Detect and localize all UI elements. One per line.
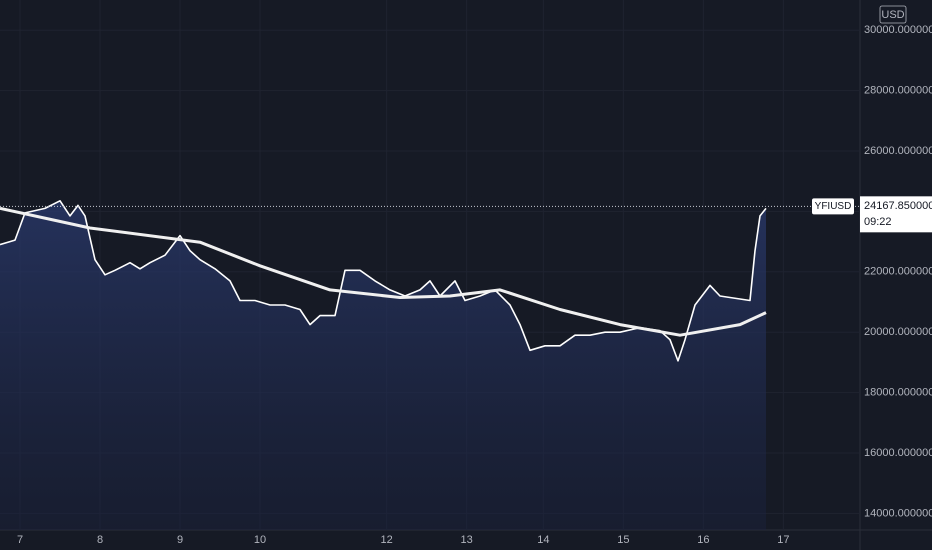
symbol-label: YFIUSD bbox=[815, 201, 852, 212]
currency-box[interactable] bbox=[879, 5, 907, 24]
y-tick-label: 18000.000000 bbox=[864, 386, 932, 398]
y-tick-label: 26000.000000 bbox=[864, 145, 932, 157]
y-tick-label: 22000.000000 bbox=[864, 266, 932, 278]
symbol-tag bbox=[812, 198, 854, 215]
x-tick-label: 7 bbox=[17, 534, 23, 546]
x-tick-label: 17 bbox=[777, 534, 789, 546]
price-line bbox=[0, 200, 767, 362]
x-tick-label: 12 bbox=[381, 534, 393, 546]
x-tick-label: 15 bbox=[617, 534, 629, 546]
x-tick-label: 16 bbox=[697, 534, 709, 546]
countdown-label: 09:22 bbox=[864, 216, 892, 228]
plot-layer bbox=[0, 0, 860, 531]
price-tag bbox=[860, 196, 932, 233]
axis-layer: 14000.000000 16000.000000 18000.000000 2000… bbox=[17, 24, 932, 546]
moving-average-line bbox=[0, 206, 767, 337]
y-tick-label: 16000.000000 bbox=[864, 447, 932, 459]
x-tick-label: 10 bbox=[254, 534, 266, 546]
y-tick-label: 14000.000000 bbox=[864, 507, 932, 519]
currency-label[interactable]: USD bbox=[881, 9, 904, 21]
x-tick-label: 14 bbox=[537, 534, 549, 546]
y-tick-label: 30000.000000 bbox=[864, 24, 932, 36]
y-tick-label: 20000.000000 bbox=[864, 326, 932, 338]
price-area bbox=[0, 200, 766, 531]
x-tick-label: 13 bbox=[461, 534, 473, 546]
y-tick-label: 28000.000000 bbox=[864, 85, 932, 97]
price-tag-label: 24167.850000 bbox=[864, 200, 932, 212]
x-tick-label: 8 bbox=[97, 534, 103, 546]
x-tick-label: 9 bbox=[177, 534, 183, 546]
